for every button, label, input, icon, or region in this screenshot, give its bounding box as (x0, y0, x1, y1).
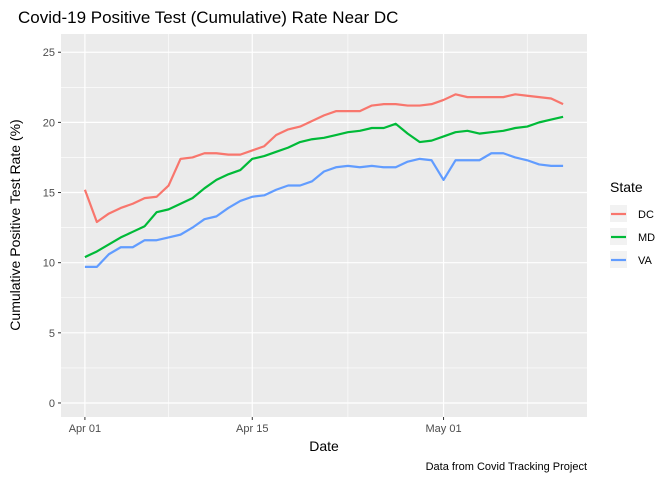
grid-lines (61, 34, 587, 417)
series-line-va (84, 152, 564, 268)
plot-panel (61, 34, 587, 417)
x-axis-label: Date (309, 438, 339, 454)
y-tick-label: 5 (49, 328, 55, 340)
series-line-dc (83, 93, 564, 224)
y-tick-label: 25 (43, 47, 55, 59)
y-axis-label: Cumulative Positive Test Rate (%) (7, 119, 23, 330)
x-tick-label: May 01 (426, 423, 462, 435)
caption: Data from Covid Tracking Project (426, 461, 587, 473)
y-tick-label: 0 (49, 398, 55, 410)
y-tick-label: 10 (43, 258, 55, 270)
series-lines (83, 93, 564, 268)
legend-label-va: VA (638, 255, 653, 267)
legend: State DC MD VA (610, 179, 655, 268)
axes: 0 5 10 15 20 25 Apr 01 Apr 15 May 01 (43, 47, 462, 435)
legend-label-md: MD (638, 232, 655, 244)
legend-label-dc: DC (638, 209, 654, 221)
x-tick-label: Apr 01 (69, 423, 101, 435)
legend-title: State (610, 179, 643, 195)
x-tick-label: Apr 15 (236, 423, 268, 435)
series-line-md (84, 115, 564, 259)
chart-title: Covid-19 Positive Test (Cumulative) Rate… (18, 8, 398, 27)
y-tick-label: 15 (43, 188, 55, 200)
y-tick-label: 20 (43, 117, 55, 129)
